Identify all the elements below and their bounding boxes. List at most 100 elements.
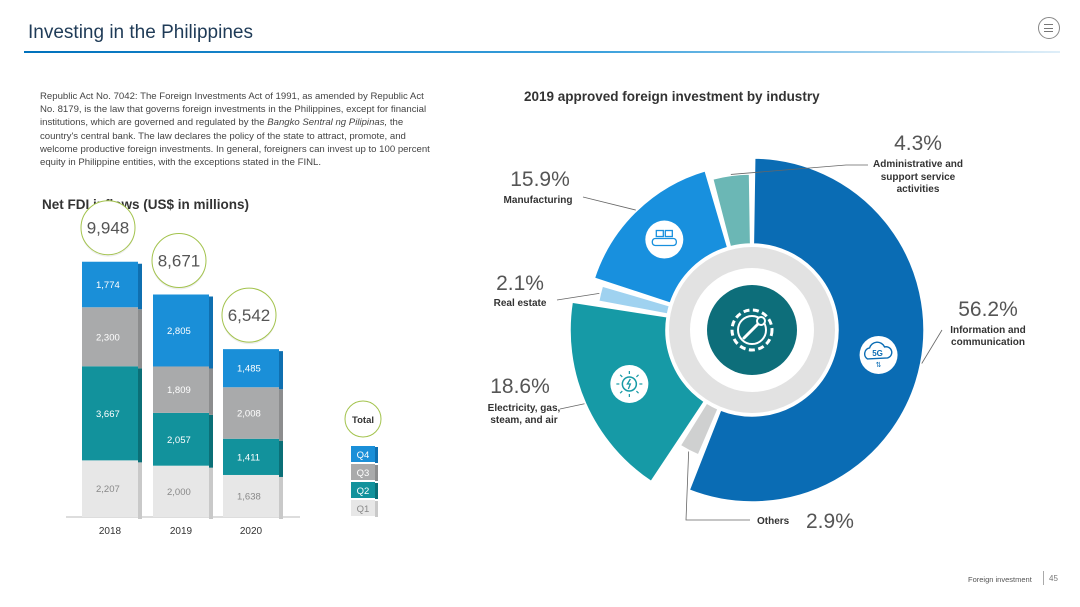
bar-value-label: 2,000 (167, 487, 191, 498)
label-info-1: Information and (950, 325, 1026, 336)
x-tick-label: 2019 (170, 526, 193, 537)
callout-real (556, 292, 600, 301)
legend-swatch (351, 464, 375, 480)
bar-value-label: 1,485 (237, 364, 261, 375)
label-info-2: communication (951, 337, 1025, 348)
x-tick-label: 2018 (99, 526, 122, 537)
bar-shade-2020-q4 (279, 351, 283, 390)
legend-swatch-shade (375, 501, 378, 517)
menu-icon[interactable] (1038, 17, 1060, 39)
callout-manuf (582, 196, 636, 211)
bar-2020-q4 (223, 349, 279, 388)
page-number: 45 (1049, 574, 1058, 583)
legend-label: Q4 (357, 450, 370, 461)
conveyor (651, 237, 677, 247)
bar-2018-q1 (82, 460, 138, 517)
label-elec-2: steam, and air (490, 415, 557, 426)
bolt (626, 378, 632, 390)
bar-2018-q3 (82, 307, 138, 367)
5g-glyph: 5G (872, 349, 883, 358)
callout-elec (559, 403, 585, 410)
bar-shade-2018-q3 (138, 309, 142, 369)
intro-italic: Bangko Sentral ng Pilipinas, (267, 117, 388, 129)
donut-slice-0 (688, 157, 925, 503)
legend-label: Q3 (357, 468, 370, 479)
bulb-ray (619, 374, 623, 378)
donut-slice-1 (679, 402, 720, 456)
industry-chart-title: 2019 approved foreign investment by indu… (524, 89, 820, 104)
box-left (655, 229, 664, 238)
bar-2019-q2 (153, 412, 209, 466)
legend-swatch (351, 446, 375, 462)
bar-value-label: 2,300 (96, 332, 120, 343)
page-title: Investing in the Philippines (28, 22, 253, 43)
label-admin-3: activities (897, 184, 940, 195)
footer-section: Foreign investment (968, 575, 1032, 584)
bar-value-label: 1,774 (96, 280, 120, 291)
pct-others: 2.9% (806, 510, 854, 533)
info-icon-bg (859, 335, 898, 374)
bar-value-label: 1,411 (237, 452, 260, 463)
legend-swatch (351, 482, 375, 498)
arrows-glyph: ⇅ (876, 361, 882, 369)
bar-2020-q3 (223, 387, 279, 439)
box-right (664, 229, 673, 238)
intro-text-after: the country's central bank. The law decl… (40, 117, 430, 169)
pct-real: 2.1% (496, 272, 544, 295)
intro-paragraph: Republic Act No. 7042: The Foreign Inves… (40, 90, 436, 169)
bar-value-label: 2,805 (167, 326, 191, 337)
label-real: Real estate (494, 298, 547, 309)
bulb-ray (636, 390, 639, 394)
legend-swatch-shade (375, 483, 378, 499)
bar-shade-2019-q4 (209, 296, 213, 369)
bar-2018-q2 (82, 366, 138, 461)
bulb-outline (621, 376, 638, 392)
bar-shade-2019-q1 (209, 467, 213, 519)
bar-2020-q2 (223, 438, 279, 475)
legend-swatch-shade (375, 447, 378, 463)
legend-label: Q2 (357, 486, 370, 497)
label-others: Others (757, 516, 790, 527)
legend-label: Q1 (357, 504, 370, 515)
bar-2018-q4 (82, 261, 138, 308)
donut-slice-3 (597, 285, 671, 316)
bulb-ray (619, 390, 623, 394)
legend-swatch-shade (375, 465, 378, 481)
pct-info: 56.2% (958, 298, 1018, 321)
label-admin-1: Administrative and (873, 159, 963, 170)
wrench-handle (742, 321, 761, 340)
label-manuf: Manufacturing (504, 195, 573, 206)
bar-value-label: 2,057 (167, 435, 191, 446)
gear-body (737, 315, 767, 345)
bar-shade-2018-q4 (138, 263, 142, 310)
total-bubble (80, 200, 136, 256)
donut-slice-5 (711, 173, 752, 248)
intro-text-before: Republic Act No. 7042: The Foreign Inves… (40, 91, 427, 129)
gear-wrench-icon (730, 308, 774, 352)
bar-2019-q4 (153, 294, 209, 367)
bar-value-label: 3,667 (96, 409, 120, 420)
total-bubble (221, 287, 277, 343)
pct-admin: 4.3% (894, 132, 942, 155)
label-elec-1: Electricity, gas, (488, 403, 561, 414)
total-bubble (151, 233, 207, 289)
bar-shade-2019-q2 (209, 414, 213, 468)
bar-shade-2020-q2 (279, 440, 283, 477)
bar-shade-2018-q2 (138, 368, 142, 463)
legend-total-bubble (344, 400, 382, 438)
bar-value-label: 2,207 (96, 484, 120, 495)
bar-value-label: 1,809 (167, 385, 191, 396)
legend-total-label: Total (352, 415, 374, 426)
bar-value-label: 1,638 (237, 491, 261, 502)
total-label: 8,671 (158, 252, 201, 271)
callout-others (685, 451, 750, 521)
x-tick-label: 2020 (240, 526, 263, 537)
factory-icon (651, 229, 677, 247)
bar-shade-2020-q3 (279, 389, 283, 441)
gear-teeth (730, 308, 774, 352)
pct-manuf: 15.9% (510, 168, 570, 191)
callout-info (921, 329, 943, 364)
bar-shade-2018-q1 (138, 462, 142, 519)
cloud-outline (864, 341, 893, 360)
